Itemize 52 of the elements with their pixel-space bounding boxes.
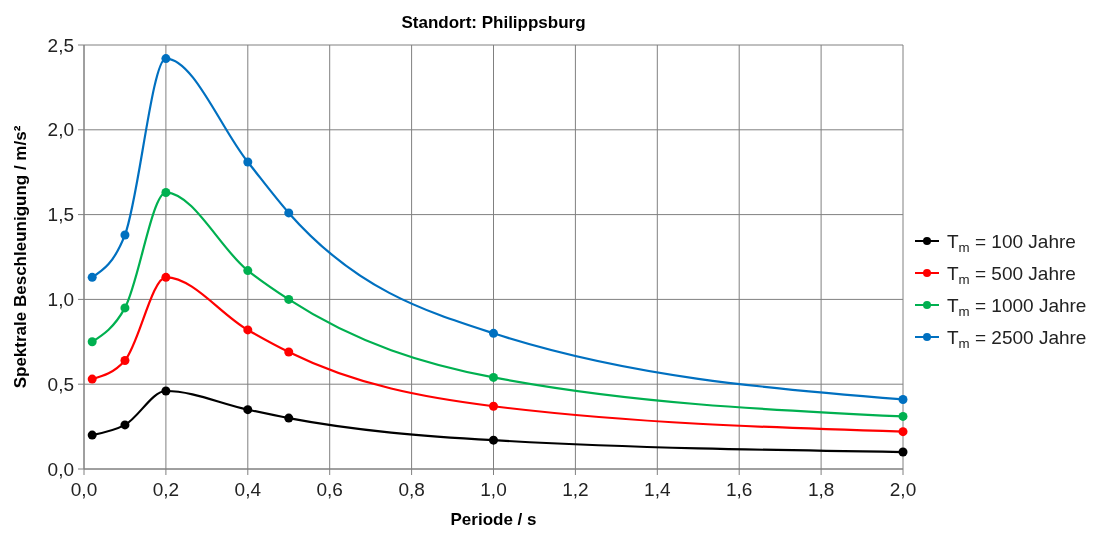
x-tick-label: 1,6 [725, 479, 753, 500]
x-tick-label: 2,0 [889, 479, 917, 500]
point [120, 420, 130, 430]
point [898, 427, 908, 437]
point [87, 337, 97, 347]
legend-label: T$_{m}$ = 2500 Jahre [947, 326, 1087, 351]
y-tick-label: 1,0 [47, 289, 74, 311]
point [87, 374, 97, 384]
legend-label: T$_{m}$ = 500 Jahre [947, 262, 1076, 287]
x-tick-label: 1,0 [480, 479, 507, 500]
x-tick-label: 1,8 [807, 479, 835, 500]
y-tick-label: 2,5 [47, 34, 74, 56]
point [161, 272, 171, 282]
point [243, 405, 253, 415]
x-tick-label: 0,6 [316, 479, 343, 500]
point [87, 430, 97, 440]
x-tick-label: 1,4 [644, 479, 671, 500]
point [898, 394, 908, 404]
point [898, 447, 908, 457]
point [161, 54, 171, 64]
point [489, 401, 498, 411]
y-axis-title: Spektrale Beschleunigung / m/s² [11, 125, 30, 389]
point [120, 355, 130, 365]
legend-label: T$_{m}$ = 1000 Jahre [947, 294, 1087, 319]
y-tick-label: 0,5 [47, 373, 74, 395]
point [284, 208, 294, 218]
x-axis-title: Periode / s [450, 510, 537, 529]
point [243, 157, 253, 167]
point [284, 413, 294, 423]
y-tick-label: 0,0 [47, 458, 74, 480]
chart-title: Standort: Philippsburg [401, 13, 586, 32]
x-tick-label: 0,4 [234, 479, 262, 500]
x-tick-label: 0,2 [152, 479, 180, 500]
point [243, 266, 253, 276]
point [161, 386, 171, 396]
point [489, 372, 498, 382]
x-tick-label: 0,0 [70, 479, 98, 500]
legend-label: T$_{m}$ = 100 Jahre [947, 230, 1076, 255]
y-tick-label: 1,5 [47, 204, 74, 226]
point [243, 325, 253, 335]
point [120, 230, 130, 240]
y-tick-label: 2,0 [47, 119, 74, 141]
point [161, 188, 171, 198]
x-tick-label: 0,8 [398, 479, 425, 500]
point [489, 328, 498, 338]
point [87, 272, 97, 282]
point [489, 435, 498, 445]
x-tick-label: 1,2 [562, 479, 589, 500]
point [898, 411, 908, 421]
point [120, 303, 130, 313]
point [284, 294, 294, 304]
point [284, 347, 294, 357]
